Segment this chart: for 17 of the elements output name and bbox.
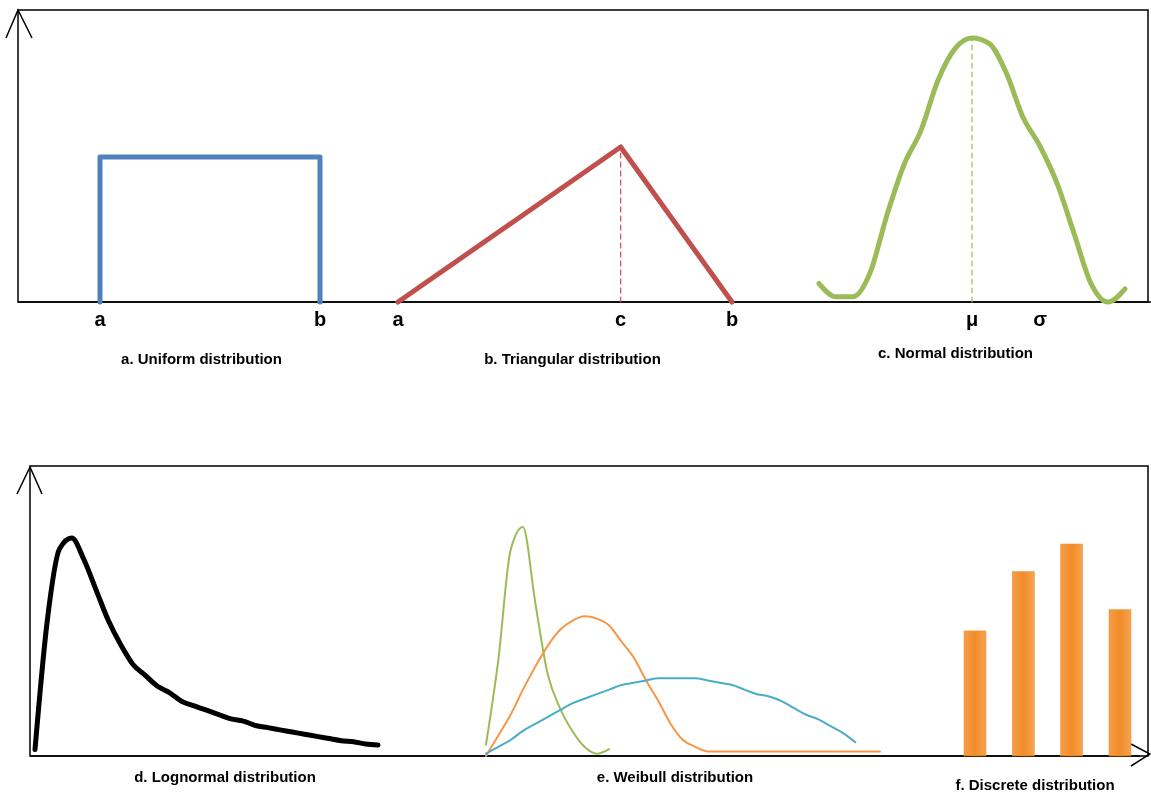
- x-tick-label: σ: [1033, 308, 1048, 330]
- x-tick-label: a: [392, 308, 405, 330]
- text: c. Normal distribution: [877, 344, 1034, 361]
- text: a. Uniform distribution: [121, 350, 282, 367]
- bar: [1012, 571, 1035, 757]
- text: b. Triangular distribution: [484, 350, 661, 367]
- x-tick-label: b: [725, 308, 739, 330]
- text: e. Weibull distribution: [596, 768, 754, 785]
- text: d. Lognormal distribution: [134, 768, 316, 785]
- bar: [963, 630, 987, 757]
- x-tick-label: c: [615, 308, 627, 330]
- text: f. Discrete distribution: [955, 776, 1115, 793]
- x-tick-label: a: [94, 308, 107, 330]
- x-tick-label: μ: [965, 308, 979, 330]
- x-tick-label: b: [313, 308, 327, 330]
- bar: [1108, 609, 1132, 757]
- bar: [1060, 543, 1083, 757]
